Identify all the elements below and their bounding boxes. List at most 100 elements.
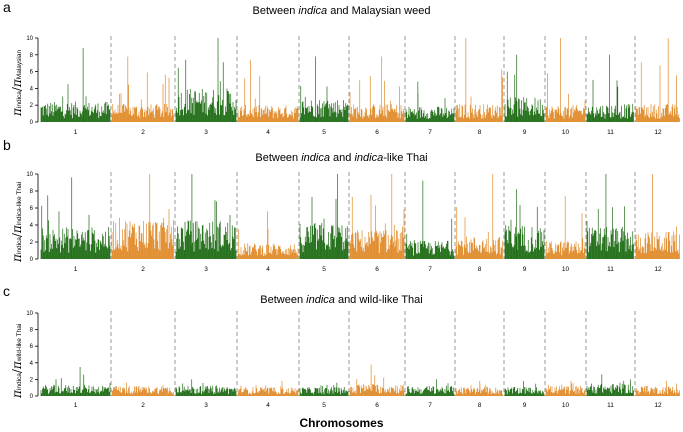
chromosome-1-bars — [40, 366, 111, 396]
panel-letter-b: b — [3, 137, 11, 153]
chromosome-3-bars — [175, 174, 237, 259]
chromosome-label-6: 6 — [375, 129, 379, 136]
title-b-suffix2: -like Thai — [383, 152, 428, 164]
chromosome-12-bars — [635, 381, 680, 396]
title-a-italic: indica — [298, 5, 328, 17]
chromosome-label-7: 7 — [428, 129, 432, 136]
chromosome-2-signal — [111, 56, 174, 122]
chromosome-12-signal — [635, 174, 680, 259]
chromosome-10-bars — [545, 38, 586, 122]
chromosome-9-bars — [504, 54, 545, 122]
chromosome-5-signal — [299, 174, 349, 259]
chromosome-label-4: 4 — [266, 402, 270, 409]
y-tick-label: 6 — [30, 344, 34, 350]
chromosome-8-signal — [455, 38, 503, 122]
chromosome-5-signal — [299, 382, 349, 396]
chromosome-7-signal — [405, 379, 455, 396]
chromosome-label-8: 8 — [478, 129, 482, 136]
chromosome-11-bars — [586, 174, 634, 259]
y-tick-label: 8 — [30, 189, 34, 195]
chromosome-2-signal — [111, 174, 174, 259]
chromosome-label-7: 7 — [428, 402, 432, 409]
chromosome-label-9: 9 — [523, 402, 527, 409]
chromosome-8-bars — [455, 381, 503, 396]
chromosome-11-signal — [586, 374, 634, 396]
chromosome-label-4: 4 — [266, 129, 270, 136]
chromosome-12-bars — [635, 38, 680, 122]
y-tick-label: 8 — [30, 53, 34, 59]
chromosome-5-bars — [299, 56, 349, 122]
title-c-suffix: and wild-like Thai — [334, 294, 423, 306]
chromosome-3-bars — [175, 38, 237, 122]
chromosome-6-signal — [349, 364, 405, 396]
chromosome-6-bars — [349, 174, 405, 259]
y-tick-label: 2 — [30, 240, 34, 246]
chromosome-label-12: 12 — [654, 266, 662, 273]
y-tick-label: 0 — [30, 120, 34, 126]
chromosome-5-bars — [299, 174, 349, 259]
chromosome-4-signal — [237, 59, 299, 122]
title-a-suffix: and Malaysian weed — [327, 5, 431, 17]
chromosome-9-signal — [504, 189, 545, 259]
panel-title-c: Between indica and wild-like Thai — [0, 294, 683, 306]
y-tick-label: 4 — [30, 361, 34, 367]
chromosome-8-bars — [455, 38, 503, 122]
chromosome-10-bars — [545, 381, 586, 396]
panel-letter-c: c — [3, 283, 10, 299]
chromosome-3-signal — [175, 174, 237, 259]
chromosome-label-2: 2 — [141, 266, 145, 273]
chromosome-5-bars — [299, 382, 349, 396]
chromosome-7-bars — [405, 379, 455, 396]
chromosome-12-signal — [635, 38, 680, 122]
chromosome-11-signal — [586, 174, 634, 259]
chromosome-label-3: 3 — [204, 129, 208, 136]
title-b-italic: indica — [301, 152, 330, 164]
chromosome-2-bars — [111, 174, 174, 259]
chromosome-7-bars — [405, 81, 455, 122]
y-tick-label: 10 — [26, 172, 33, 178]
chromosome-label-10: 10 — [562, 129, 570, 136]
chromosome-label-5: 5 — [322, 402, 326, 409]
chromosome-label-8: 8 — [478, 402, 482, 409]
title-c-italic: indica — [306, 294, 335, 306]
chromosome-4-bars — [237, 381, 299, 396]
chromosome-8-signal — [455, 381, 503, 396]
panel-title-b: Between indica and indica-like Thai — [0, 152, 683, 164]
chromosome-3-signal — [175, 379, 237, 396]
y-tick-label: 2 — [30, 377, 34, 383]
y-tick-label: 6 — [30, 70, 34, 76]
chromosome-4-bars — [237, 211, 299, 259]
chromosome-3-signal — [175, 38, 237, 122]
chromosome-label-2: 2 — [141, 129, 145, 136]
title-b-italic2: indica — [354, 152, 384, 164]
chromosome-7-signal — [405, 180, 455, 259]
chromosome-label-11: 11 — [607, 129, 614, 136]
y-tick-label: 0 — [30, 394, 34, 400]
chromosome-10-signal — [545, 381, 586, 396]
chromosome-4-signal — [237, 211, 299, 259]
chromosome-label-11: 11 — [607, 266, 614, 273]
y-tick-label: 6 — [30, 206, 34, 212]
chromosome-label-10: 10 — [562, 402, 570, 409]
chromosome-10-signal — [545, 196, 586, 259]
chromosome-1-signal — [40, 48, 111, 122]
chromosome-label-12: 12 — [654, 129, 662, 136]
y-tick-label: 8 — [30, 328, 34, 334]
x-axis-title: Chromosomes — [299, 416, 384, 430]
chromosome-5-signal — [299, 56, 349, 122]
chromosome-3-bars — [175, 379, 237, 396]
chromosome-label-3: 3 — [204, 266, 208, 273]
chromosome-4-bars — [237, 59, 299, 122]
chromosome-label-9: 9 — [523, 266, 527, 273]
y-tick-label: 4 — [30, 223, 34, 229]
title-b-suffix: and — [329, 152, 355, 164]
chromosome-label-9: 9 — [523, 129, 527, 136]
chromosome-8-bars — [455, 174, 503, 259]
y-tick-label: 10 — [26, 311, 33, 317]
chromosome-8-signal — [455, 174, 503, 259]
chromosome-9-signal — [504, 54, 545, 122]
chromosome-label-5: 5 — [322, 266, 326, 273]
chromosome-9-bars — [504, 381, 545, 396]
chromosome-7-signal — [405, 81, 455, 122]
